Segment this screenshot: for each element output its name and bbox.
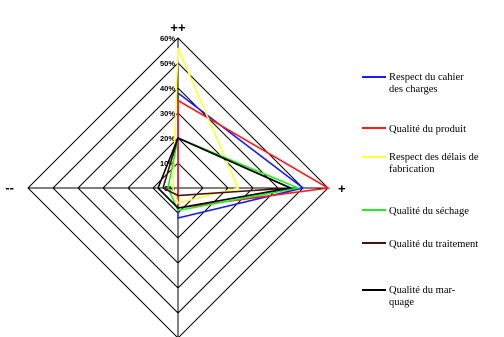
legend-label: Respect du cahier [389, 72, 464, 83]
series-line-3 [172, 47, 240, 204]
legend-label: Qualité du séchage [389, 206, 469, 217]
top-pole-label: ++ [170, 20, 186, 35]
legend-label: fabrication [389, 164, 435, 175]
legend-label: Qualité du traitement [389, 239, 478, 250]
left-pole-label: -- [5, 180, 14, 195]
tick-label: 50% [160, 59, 175, 68]
series-line-2 [177, 99, 331, 209]
tick-label: 40% [160, 84, 175, 93]
tick-label: 30% [160, 109, 175, 118]
axis-pole-labels: +++-- [5, 20, 346, 196]
series-line-4 [167, 136, 301, 212]
legend-label: Qualité du produit [389, 124, 466, 135]
legend-label: des charges [389, 84, 438, 95]
grid-ring-60 [27, 37, 329, 337]
legend-label: Qualité du mar- [389, 285, 456, 296]
tick-label: 60% [160, 34, 175, 43]
tick-label: 0% [164, 184, 175, 193]
legend-label: quage [389, 297, 414, 308]
series-lines [157, 47, 331, 220]
series-line-6 [157, 136, 294, 209]
legend-label: Respect des délais de [389, 152, 479, 163]
right-pole-label: + [338, 181, 346, 196]
tick-label: 20% [160, 134, 175, 143]
